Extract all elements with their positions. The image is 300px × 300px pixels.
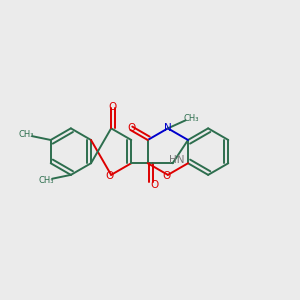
- Text: HN: HN: [169, 155, 184, 165]
- Text: O: O: [162, 172, 170, 182]
- Text: O: O: [109, 102, 117, 112]
- Text: CH₃: CH₃: [184, 115, 199, 124]
- Text: N: N: [164, 123, 172, 134]
- Text: O: O: [128, 123, 136, 134]
- Text: CH₃: CH₃: [18, 130, 34, 139]
- Text: O: O: [151, 180, 159, 190]
- Text: CH₃: CH₃: [38, 176, 54, 184]
- Text: O: O: [105, 172, 114, 182]
